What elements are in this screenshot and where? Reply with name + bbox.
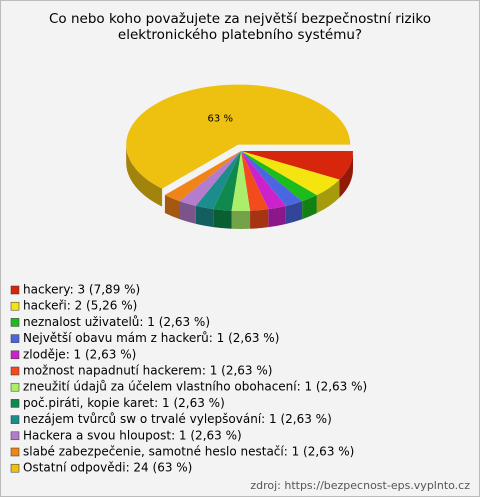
pie-slice bbox=[241, 151, 340, 196]
pie-slice-side bbox=[164, 195, 180, 220]
pie-slice-side bbox=[316, 179, 340, 214]
pie-slice bbox=[126, 84, 351, 189]
pie-slice bbox=[195, 151, 241, 210]
pie-slice-side bbox=[213, 209, 232, 229]
pie-slice-side bbox=[285, 201, 303, 224]
pie-slice bbox=[241, 151, 286, 210]
legend-label: hackeři: 2 (5,26 %) bbox=[23, 299, 137, 313]
legend-label: hackery: 3 (7,89 %) bbox=[23, 283, 140, 297]
legend-swatch bbox=[10, 399, 20, 408]
pie-slice bbox=[164, 151, 241, 202]
pie-slice bbox=[179, 151, 241, 206]
legend-swatch bbox=[10, 301, 20, 311]
pie-slice-side bbox=[302, 195, 317, 220]
pie-slice bbox=[231, 151, 251, 211]
slice-label: 63 % bbox=[208, 114, 233, 125]
pie-slice-side bbox=[339, 151, 353, 198]
pie-slice-side bbox=[195, 205, 214, 228]
pie-slice bbox=[241, 151, 353, 180]
chart-title: elektronického platebního systému? bbox=[118, 27, 362, 43]
legend-label: zloděje: 1 (2,63 %) bbox=[23, 347, 136, 361]
source: zdroj: https://bezpecnost-eps.vyplnto.cz bbox=[250, 479, 470, 492]
legend-label: zneužití údajů za účelem vlastního oboha… bbox=[23, 380, 367, 394]
legend-label: Hackera a svou hloupost: 1 (2,63 %) bbox=[23, 428, 242, 442]
legend-label: Největší obavu mám z hackerů: 1 (2,63 %) bbox=[23, 331, 279, 345]
pie-slice bbox=[241, 151, 269, 211]
pie-slice bbox=[241, 151, 303, 206]
legend-label: možnost napadnutí hackerem: 1 (2,63 %) bbox=[23, 364, 272, 378]
legend-label: poč.piráti, kopie karet: 1 (2,63 %) bbox=[23, 396, 225, 410]
legend-swatch bbox=[10, 318, 20, 327]
pie-slice-side bbox=[250, 209, 269, 229]
legend-label: Ostatní odpovědi: 24 (63 %) bbox=[23, 461, 192, 475]
pie-slice-side bbox=[268, 205, 286, 228]
legend-swatch bbox=[10, 334, 20, 343]
legend-swatch bbox=[10, 463, 20, 473]
pie-slice bbox=[213, 151, 241, 211]
pie-slice-side bbox=[231, 210, 251, 229]
chart-title: Co nebo koho považujete za největší bezp… bbox=[49, 11, 431, 27]
legend-label: neznalost uživatelů: 1 (2,63 %) bbox=[23, 315, 210, 329]
legend-swatch bbox=[10, 285, 20, 295]
pie-slice-side bbox=[179, 201, 196, 224]
pie-slice-side bbox=[126, 144, 163, 207]
legend-swatch bbox=[10, 447, 20, 457]
legend-swatch bbox=[10, 431, 20, 441]
pie-slice bbox=[241, 151, 317, 202]
legend-swatch bbox=[10, 366, 20, 376]
legend-swatch bbox=[10, 350, 20, 360]
legend-label: nezájem tvůrců sw o trvalé vylepšování: … bbox=[23, 412, 332, 426]
legend-swatch bbox=[10, 415, 20, 424]
legend-swatch bbox=[10, 382, 20, 392]
legend-label: slabé zabezpečenie, samotné heslo nestač… bbox=[23, 445, 354, 459]
